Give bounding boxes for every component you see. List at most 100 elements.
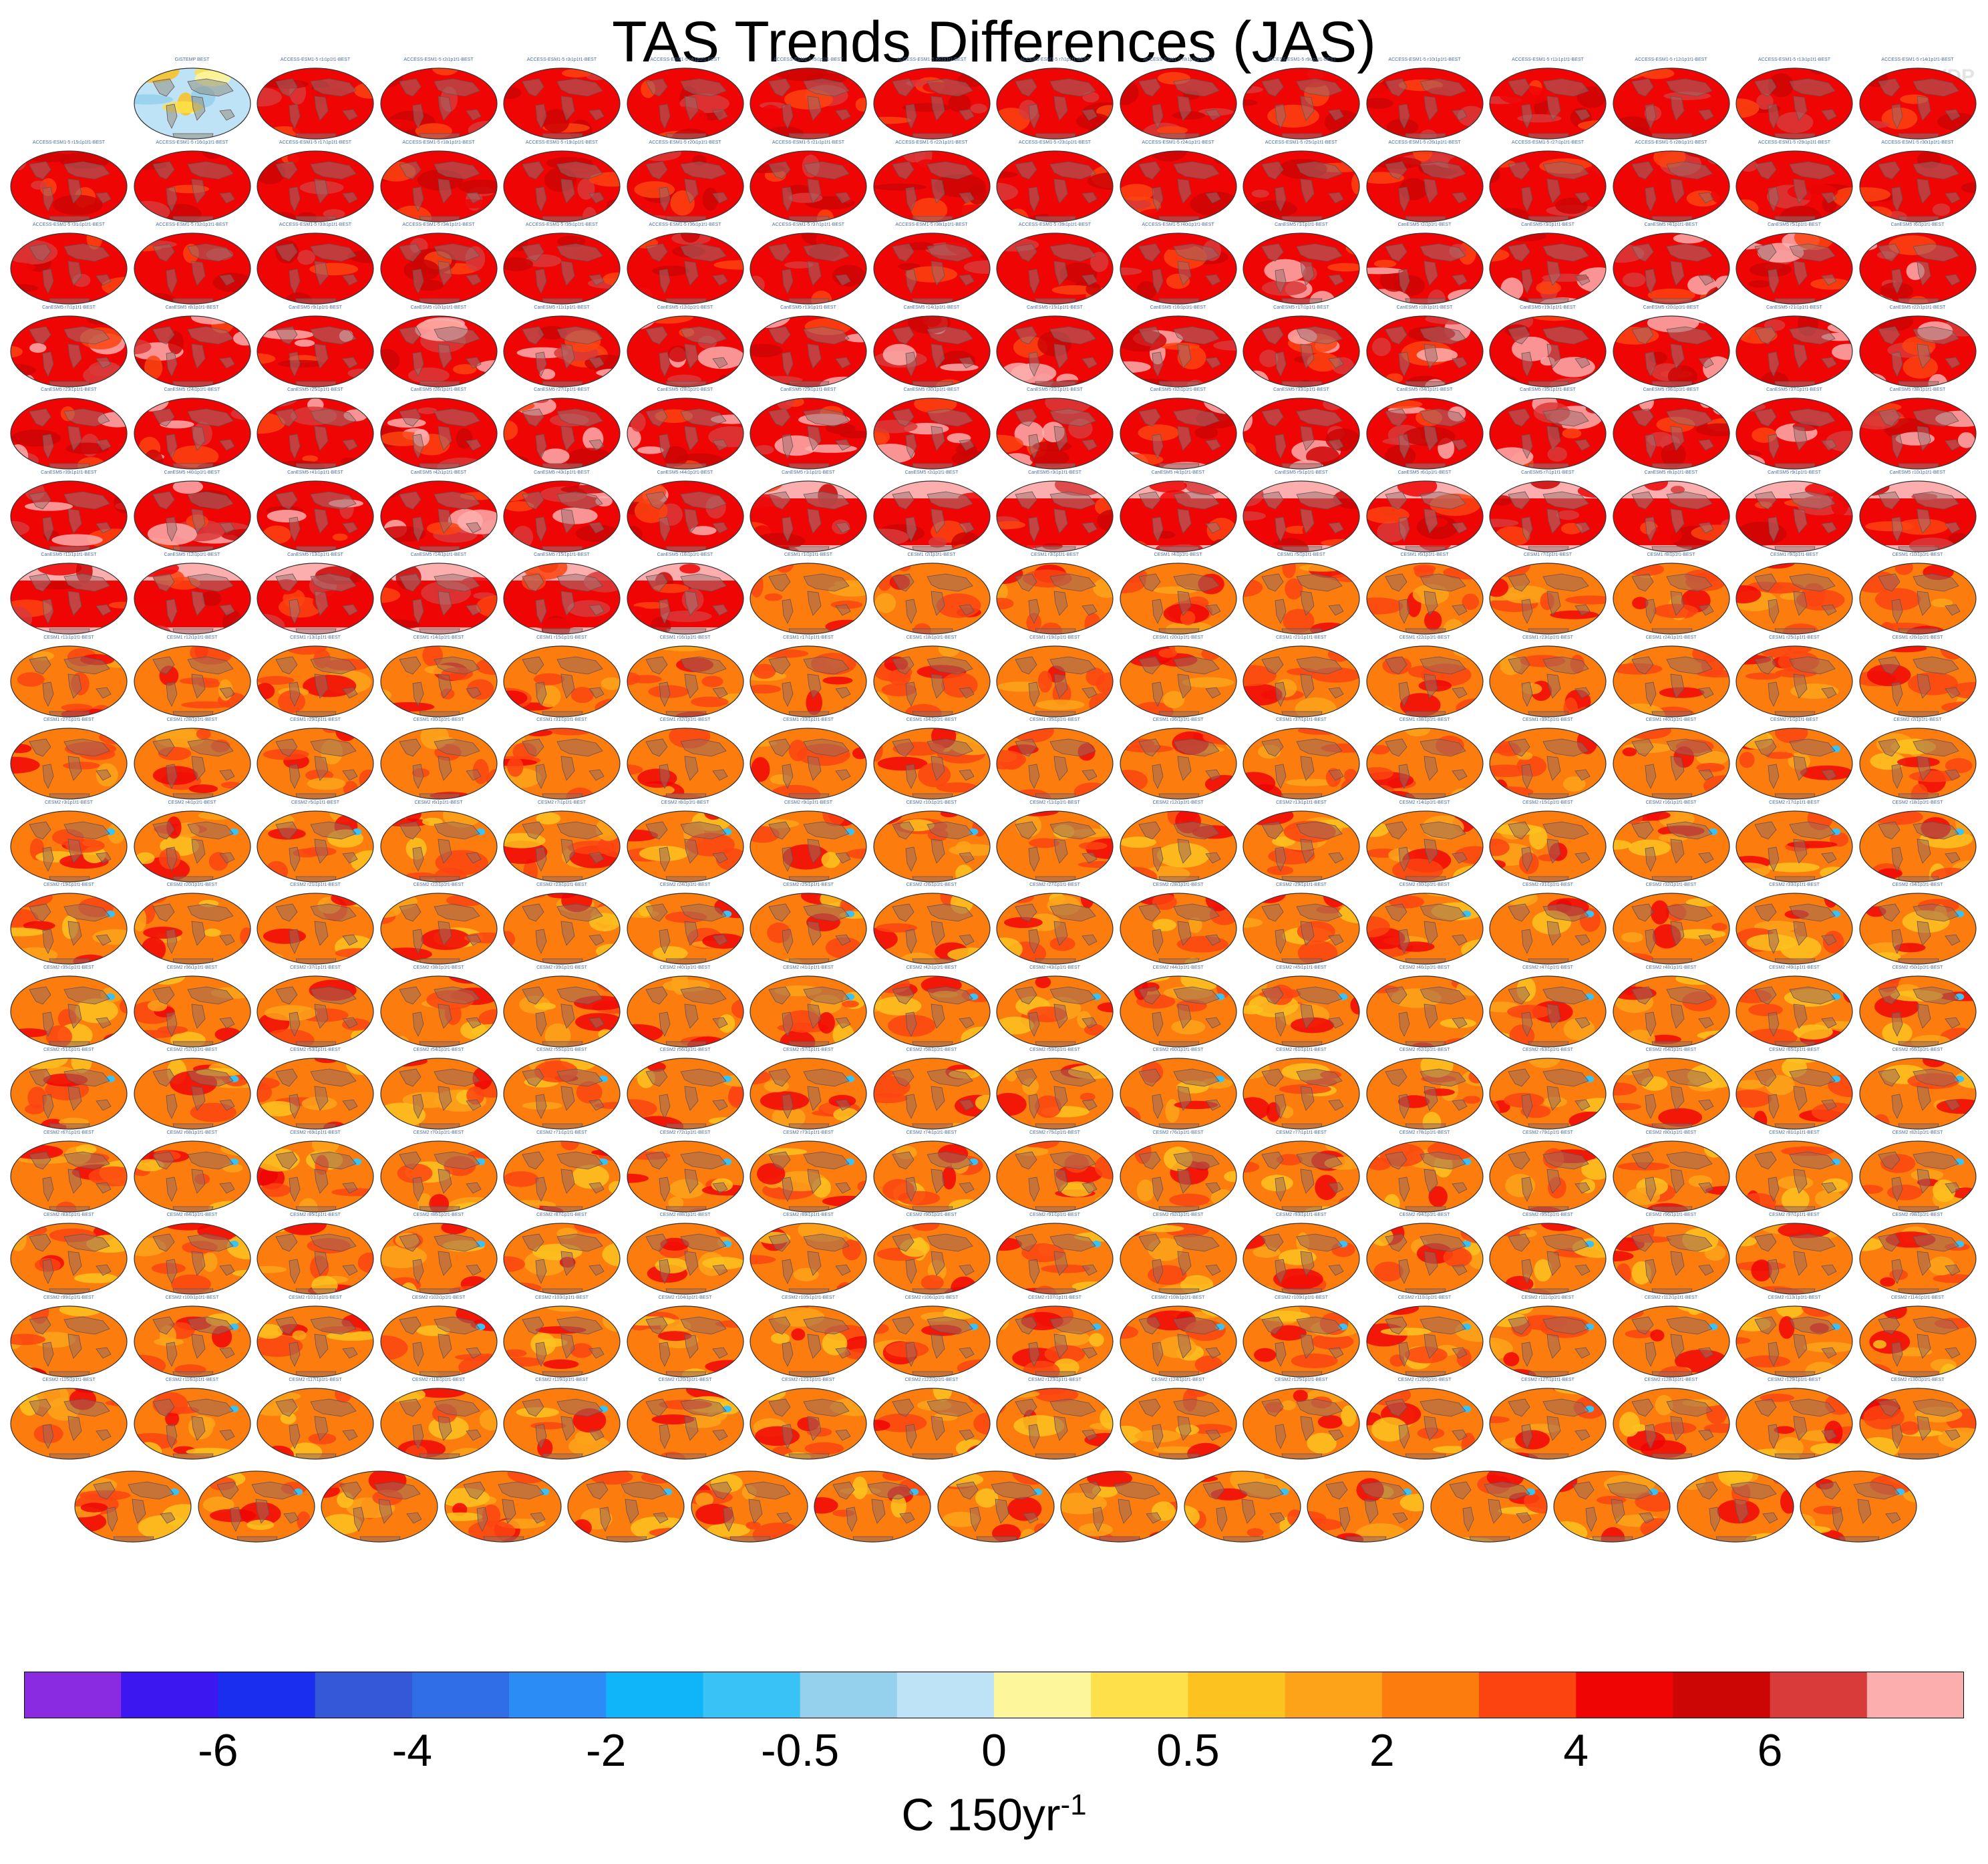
map-panel: CanESM5 r15i1p1f1-BEST [995, 305, 1114, 388]
map-panel-label: CESM2 r127i1p1f1-BEST [1521, 1378, 1575, 1382]
map-panel: CESM2 r23i1p1f1-BEST [502, 883, 621, 965]
globe-map [1612, 67, 1730, 140]
globe-map [996, 398, 1114, 470]
globe-map [1365, 975, 1484, 1048]
map-panel: CESM2 r6i1p1f1-BEST [379, 800, 498, 883]
map-panel: CESM2 r36i1p1f1-BEST [133, 965, 252, 1048]
colorbar-swatch [800, 1672, 898, 1718]
map-panel: CESM2 r64i1p1f1-BEST [1612, 1048, 1731, 1130]
map-panel: CESM1 r24i1p1f1-BEST [1612, 635, 1731, 718]
map-panel-label: CESM2 r74i1p1f1-BEST [906, 1130, 957, 1135]
map-panel: CESM2 r104i1p1f1-BEST [626, 1295, 745, 1378]
map-panel-label: CESM2 r13i1p1f1-BEST [1276, 800, 1327, 805]
map-panel: ACCESS-ESM1-5 r31i1p1f1-BEST [9, 222, 128, 305]
map-panel: CanESM5 r30i1p1f1-BEST [872, 387, 991, 470]
map-panel: CESM1 r25i1p1f1-BEST [1735, 635, 1854, 718]
globe-map [133, 1305, 251, 1378]
globe-map [1365, 1058, 1484, 1130]
map-panel-label: CESM2 r50i1p1f1-BEST [1892, 965, 1943, 970]
globe-map [503, 1305, 621, 1378]
map-panel-label: CanESM5 r24i1p1f1-BEST [164, 387, 220, 392]
map-panel-label: CESM2 r114i1p1f1-BEST [1890, 1295, 1945, 1300]
map-panel: CESM2 r47i1p1f1-BEST [1488, 965, 1607, 1048]
map-panel: CESM2 r48i1p1f1-BEST [1612, 965, 1731, 1048]
globe-map [1800, 1470, 1917, 1543]
map-panel: CESM1 r22i1p1f1-BEST [1365, 635, 1484, 718]
globe-map [1242, 975, 1360, 1048]
globe-map [1365, 480, 1484, 553]
globe-map [1119, 232, 1237, 305]
map-panel-label: CESM2 r83i1p1f1-BEST [43, 1213, 94, 1217]
map-panel-label: ACCESS-ESM1-5 r31i1p1f1-BEST [32, 222, 106, 227]
globe-map [1119, 315, 1237, 387]
map-panel: CanESM5 r24i1p1f1-BEST [133, 387, 252, 470]
map-panel-label: CESM2 r77i1p1f1-BEST [1276, 1130, 1327, 1135]
globe-map [1489, 1223, 1607, 1295]
globe-map [1119, 728, 1237, 800]
globe-map [872, 315, 991, 387]
map-panel-label: ACCESS-ESM1-5 r6i1p1f1-BEST [896, 57, 967, 62]
map-panel: CanESM5 r37i1p1f1-BEST [1735, 387, 1854, 470]
map-panel-label: CanESM5 r10i1p1f1-BEST [1889, 470, 1946, 475]
map-panel: CESM2 r26i1p1f1-BEST [872, 883, 991, 965]
globe-map [1489, 893, 1607, 965]
map-panel: ACCESS-ESM1-5 r40i1p1f1-BEST [1119, 222, 1238, 305]
map-panel-label: CESM2 r30i1p1f1-BEST [1399, 883, 1450, 887]
map-panel-label: CESM2 r31i1p1f1-BEST [1522, 883, 1573, 887]
map-panel-label: CanESM5 r17i1p1f1-BEST [1273, 305, 1329, 310]
map-panel-label: CESM2 r96i1p1f1-BEST [1645, 1213, 1697, 1217]
map-panel: CESM2 r76i1p1f1-BEST [1119, 1130, 1238, 1213]
globe-map [10, 150, 128, 222]
map-panel: CESM2 r101i1p1f1-BEST [256, 1295, 375, 1378]
map-panel-label: ACCESS-ESM1-5 r13i1p1f1-BEST [1758, 57, 1831, 62]
map-panel-label: CanESM5 r44i1p1f1-BEST [657, 470, 713, 475]
globe-map [1858, 67, 1977, 140]
map-panel: CanESM5 r4i1p1f1-BEST [1612, 222, 1731, 305]
globe-map [10, 1305, 128, 1378]
map-panel-label: ACCESS-ESM1-5 r9i1p1f1-BEST [1266, 57, 1337, 62]
globe-map [1489, 398, 1607, 470]
map-panel-label: CESM2 r117i1p1f1-BEST [289, 1378, 342, 1382]
map-panel-label: CESM2 r60i1p1f1-BEST [1152, 1048, 1204, 1052]
globe-map [1489, 645, 1607, 718]
map-panel: CESM2 r21i1p1f1-BEST [256, 883, 375, 965]
map-panel: CESM1 r35i1p1f1-BEST [995, 718, 1114, 800]
map-panel: CanESM5 r21i1p1f1-BEST [1735, 305, 1854, 388]
map-panel: CESM2 r11i1p1f1-BEST [995, 800, 1114, 883]
map-panel-label: CanESM5 r15i1p1f1-BEST [534, 553, 590, 557]
globe-map [1612, 1140, 1730, 1213]
map-panel-label: ACCESS-ESM1-5 r17i1p1f1-BEST [279, 140, 352, 145]
map-panel-label: CanESM5 r37i1p1f1-BEST [1766, 387, 1822, 392]
map-panel: CanESM5 r14i1p1f1-BEST [872, 305, 991, 388]
map-panel-label: CESM2 r90i1p1f1-BEST [906, 1213, 957, 1217]
globe-map [503, 67, 621, 140]
map-panel: CanESM5 r13i1p1f1-BEST [256, 553, 375, 635]
map-panel: CESM2 r90i1p1f1-BEST [872, 1213, 991, 1295]
globe-map [133, 1058, 251, 1130]
map-panel-label: CESM1 r21i1p1f1-BEST [1276, 635, 1327, 640]
map-panel-label: ACCESS-ESM1-5 r19i1p1f1-BEST [525, 140, 599, 145]
colorbar-swatch [24, 1672, 122, 1718]
globe-map [1858, 975, 1977, 1048]
map-panel-label: ACCESS-ESM1-5 r26i1p1f1-BEST [1388, 140, 1461, 145]
globe-map [1119, 67, 1237, 140]
map-panel: ACCESS-ESM1-5 r5i1p1f1-BEST [749, 57, 868, 140]
map-panel-label: CESM2 r25i1p1f1-BEST [783, 883, 834, 887]
globe-map [1858, 398, 1977, 470]
map-panel-label: CESM2 r125i1p1f1-BEST [1275, 1378, 1328, 1382]
globe-map [1612, 975, 1730, 1048]
colorbar-swatch [1285, 1672, 1383, 1718]
map-panel: CESM2 r43i1p1f1-BEST [995, 965, 1114, 1048]
map-panel-label: CESM2 r99i1p1f1-BEST [43, 1295, 94, 1300]
globe-map [503, 150, 621, 222]
globe-map [1489, 728, 1607, 800]
globe-map [379, 563, 498, 635]
map-panel-label: CESM2 r48i1p1f1-BEST [1645, 965, 1697, 970]
globe-map [503, 398, 621, 470]
globe-map [257, 728, 374, 800]
globe-map [1735, 893, 1853, 965]
map-panel: ACCESS-ESM1-5 r30i1p1f1-BEST [1858, 140, 1977, 223]
globe-map [133, 728, 251, 800]
globe-map [197, 1470, 315, 1543]
map-panel-label: CESM2 r112i1p1f1-BEST [1644, 1295, 1698, 1300]
